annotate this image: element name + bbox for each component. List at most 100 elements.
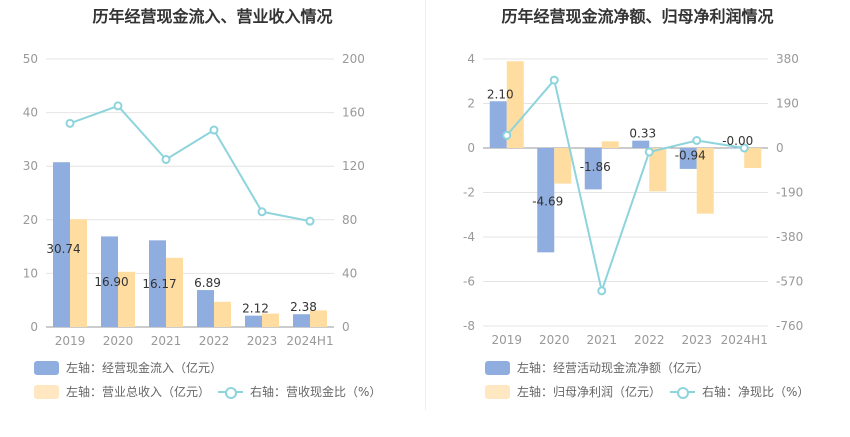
line-point: [739, 143, 749, 153]
y-right-tick-label: 80: [342, 213, 357, 227]
bar-series1: [489, 101, 507, 148]
y-right-tick-label: 380: [776, 52, 799, 66]
legend-label-bar1: 左轴：经营现金流入（亿元）: [66, 361, 223, 375]
line-point: [692, 136, 702, 146]
data-label: -0.00: [722, 134, 753, 148]
right-chart-svg: -8 -760 -6 -570 -4 -380 -2 -190 0 0 2 190 4 380 2019 20…: [463, 52, 803, 347]
line-point: [502, 130, 512, 140]
data-label: 16.90: [94, 275, 128, 289]
bar-series1: [245, 315, 262, 327]
data-label: 0.33: [629, 127, 656, 141]
bar-series2: [262, 313, 279, 327]
y-left-tick-label: -8: [463, 319, 475, 333]
y-left-tick-label: 2: [467, 97, 475, 111]
legend-label-bar1: 左轴：经营活动现金流净额（亿元）: [517, 361, 710, 375]
data-label: -0.94: [675, 149, 706, 163]
y-right-tick-label: -190: [776, 186, 803, 200]
x-tick-label: 2023: [247, 334, 278, 348]
y-left-tick-label: 50: [23, 52, 38, 66]
right-chart-panel: 历年经营现金流净额、归母净利润情况 -8 -760 -6 -570 -4 -380 -2 -1…: [425, 0, 850, 437]
bar-series1: [584, 148, 602, 190]
x-tick-label: 2020: [103, 334, 134, 348]
x-tick-label: 2019: [55, 334, 86, 348]
legend-swatch-bar1: [485, 360, 510, 375]
bar-series2: [506, 61, 524, 148]
x-tick-label: 2021: [151, 334, 182, 348]
bar-series2: [166, 257, 183, 327]
data-label: 6.89: [194, 276, 221, 290]
y-left-tick-label: -4: [463, 230, 475, 244]
line-point: [65, 118, 75, 128]
right-chart-title: 历年经营现金流净额、归母净利润情况: [501, 7, 774, 26]
bar-series2: [649, 148, 667, 192]
y-left-tick-label: 10: [23, 266, 38, 280]
right-legend-item-line[interactable]: 右轴：净现比（%）: [670, 383, 809, 400]
x-tick-label: 2023: [681, 333, 712, 347]
left-chart-panel: 历年经营现金流入、营业收入情况 0 0 10 40 20 80 30 120 40 160 50 20…: [23, 7, 382, 400]
bar-series1: [537, 148, 555, 253]
data-label: 2.10: [487, 87, 514, 101]
legend-label-bar2: 左轴：归母净利润（亿元）: [517, 385, 662, 399]
x-tick-label: 2024H1: [286, 334, 333, 348]
bar-series2: [554, 148, 572, 184]
legend-swatch-line: [670, 385, 695, 399]
y-right-tick-label: 120: [342, 159, 365, 173]
y-left-tick-label: 30: [23, 159, 38, 173]
line-point: [305, 216, 315, 226]
legend-swatch-line: [218, 385, 243, 399]
line-point: [597, 286, 607, 296]
bar-series1: [53, 162, 70, 327]
x-tick-label: 2022: [199, 334, 230, 348]
y-left-tick-label: 4: [467, 52, 475, 66]
right-legend-item-bar2[interactable]: 左轴：归母净利润（亿元）: [485, 383, 661, 400]
x-tick-label: 2021: [586, 333, 617, 347]
bar-series1: [101, 236, 118, 327]
line-point: [161, 155, 171, 164]
y-right-tick-label: 160: [342, 106, 365, 120]
y-right-tick-label: 200: [342, 52, 365, 66]
y-right-tick-label: 0: [776, 141, 784, 155]
line-series: [505, 77, 745, 295]
legend-swatch-bar1: [34, 360, 59, 375]
left-legend-item-bar1[interactable]: 左轴：经营现金流入（亿元）: [34, 359, 222, 376]
y-right-tick-label: 0: [342, 320, 350, 334]
data-label: 2.38: [290, 300, 317, 314]
line-point: [644, 147, 654, 157]
bar-series1: [197, 290, 214, 327]
legend-label-bar2: 左轴：营业总收入（亿元）: [66, 385, 211, 399]
bar-series2: [696, 148, 714, 214]
left-legend-item-bar2[interactable]: 左轴：营业总收入（亿元）: [34, 383, 210, 400]
line-point: [549, 75, 559, 85]
data-label: -4.69: [532, 194, 563, 208]
bar-series1: [293, 314, 310, 327]
bar-series2: [310, 310, 327, 327]
x-tick-label: 2024H1: [721, 333, 768, 347]
data-label: 16.17: [142, 277, 176, 291]
y-left-tick-label: -6: [463, 275, 475, 289]
line-point: [113, 101, 123, 111]
y-left-tick-label: 0: [30, 320, 38, 334]
data-label: -1.86: [580, 160, 611, 174]
bar-series2: [744, 148, 762, 169]
x-tick-label: 2020: [539, 333, 570, 347]
bar-series2: [70, 219, 87, 327]
bar-series1: [727, 148, 745, 149]
legend-swatch-bar2: [485, 384, 510, 399]
panel-divider: [425, 0, 426, 410]
bar-series1: [632, 140, 650, 148]
left-legend-item-line[interactable]: 右轴：营收现金比（%）: [218, 383, 381, 400]
bar-series2: [118, 271, 135, 327]
data-label: 30.74: [46, 242, 80, 256]
right-legend-item-bar1[interactable]: 左轴：经营活动现金流净额（亿元）: [485, 359, 709, 376]
y-left-tick-label: 20: [23, 213, 38, 227]
y-right-tick-label: 40: [342, 266, 357, 280]
y-right-tick-label: 190: [776, 97, 799, 111]
y-left-tick-label: 40: [23, 106, 38, 120]
legend-label-line: 右轴：营收现金比（%）: [250, 385, 382, 399]
y-right-tick-label: -380: [776, 230, 803, 244]
y-left-tick-label: -2: [463, 186, 475, 200]
x-tick-label: 2019: [491, 333, 522, 347]
line-point: [209, 125, 219, 135]
left-chart-title: 历年经营现金流入、营业收入情况: [92, 7, 333, 26]
